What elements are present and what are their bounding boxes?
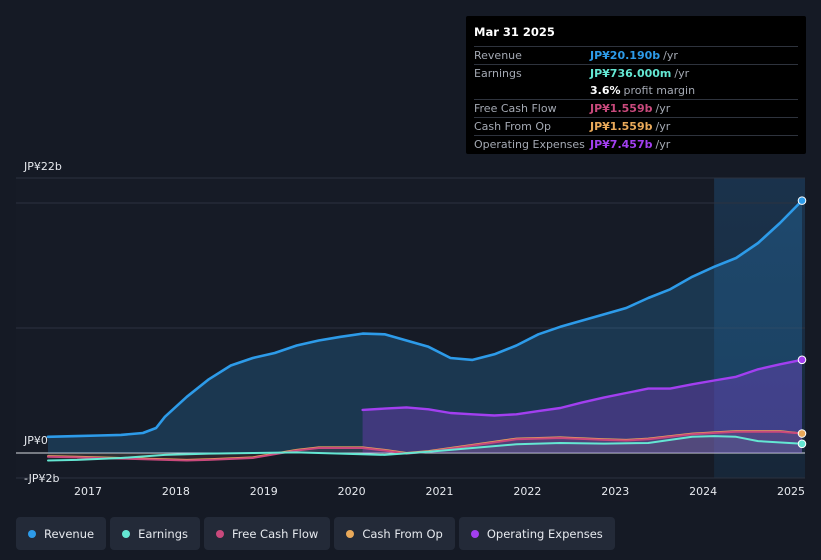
tooltip-label: Operating Expenses: [474, 138, 585, 151]
tooltip-value: JP¥1.559b: [590, 120, 653, 133]
y-axis-ticks: JP¥22b JP¥0 -JP¥2b: [23, 160, 62, 485]
tooltip-value: JP¥7.457b: [590, 138, 653, 151]
tooltip-row: Earnings JP¥736.000m/yr: [474, 64, 798, 82]
series-lines: [46, 199, 804, 462]
revenue-line: [46, 199, 804, 439]
earnings-line: [47, 435, 803, 462]
legend-label: Earnings: [138, 526, 188, 541]
x-tick-label: 2023: [601, 485, 629, 498]
x-tick-label: 2024: [689, 485, 717, 498]
x-tick-label: 2020: [338, 485, 366, 498]
legend-item-earnings[interactable]: Earnings: [110, 517, 200, 550]
tooltip-row: Operating Expenses JP¥7.457b/yr: [474, 135, 798, 153]
revenue-area: [48, 200, 802, 453]
operating-expenses-area: [362, 359, 802, 453]
chart-legend: Revenue Earnings Free Cash Flow Cash From O…: [16, 517, 615, 550]
financials-chart: JP¥22b JP¥0 -JP¥2b 2017 2018 2019 2020 2021 202…: [16, 160, 807, 498]
tooltip-label: Earnings: [474, 67, 522, 80]
legend-label: Revenue: [44, 526, 95, 541]
x-axis-ticks: 2017 2018 2019 2020 2021 2022 2023 2024 2025: [74, 485, 805, 498]
x-tick-label: 2019: [250, 485, 278, 498]
tooltip-unit: /yr: [674, 67, 690, 80]
tooltip-unit: /yr: [655, 120, 671, 133]
earnings-area: [48, 436, 802, 461]
legend-dot-icon: [346, 529, 355, 538]
legend-item-free-cash-flow[interactable]: Free Cash Flow: [204, 517, 331, 550]
legend-item-cash-from-op[interactable]: Cash From Op: [334, 517, 455, 550]
y-tick-label: JP¥22b: [23, 160, 62, 173]
tooltip-row: Free Cash Flow JP¥1.559b/yr: [474, 99, 798, 117]
tooltip-value: JP¥1.559b: [590, 102, 653, 115]
tooltip-unit: /yr: [655, 138, 671, 151]
legend-label: Free Cash Flow: [232, 526, 319, 541]
x-tick-label: 2021: [426, 485, 454, 498]
legend-dot-icon: [28, 529, 36, 538]
x-tick-label: 2025: [777, 485, 805, 498]
tooltip-row: 3.6% profit margin: [474, 82, 798, 99]
tooltip-row: Revenue JP¥20.190b/yr: [474, 46, 798, 64]
tooltip-rows: Revenue JP¥20.190b/yr Earnings JP¥736.000m /…: [474, 46, 798, 153]
tooltip-value: 3.6%: [590, 84, 621, 97]
earnings-end-marker: [797, 439, 807, 449]
revenue-end-marker: [797, 196, 807, 205]
free-cash-flow-line: [47, 430, 803, 462]
tooltip-row: Cash From Op JP¥1.559b/yr: [474, 117, 798, 135]
hover-tooltip: Mar 31 2025 Revenue JP¥20.190b/yr Earnings…: [466, 16, 806, 154]
tooltip-label: Revenue: [474, 49, 522, 62]
tooltip-unit: profit margin: [623, 84, 696, 97]
cash-from-op-end-marker: [797, 429, 807, 438]
tooltip-value: JP¥736.000m: [590, 67, 672, 80]
legend-item-operating-expenses[interactable]: Operating Expenses: [458, 517, 615, 550]
operating-expenses-end-marker: [797, 355, 807, 365]
legend-dot-icon: [470, 529, 479, 538]
series-end-markers: [797, 196, 807, 449]
tooltip-value: JP¥20.190b: [590, 49, 661, 62]
operating-expenses-line: [361, 358, 804, 417]
tooltip-date: Mar 31 2025: [474, 25, 555, 39]
x-tick-label: 2018: [162, 485, 190, 498]
tooltip-unit: /yr: [663, 49, 678, 62]
legend-dot-icon: [216, 529, 224, 538]
y-tick-label: -JP¥2b: [24, 472, 59, 485]
y-tick-label: JP¥0: [23, 434, 48, 447]
cash-from-op-area: [48, 431, 802, 460]
tooltip-label: Free Cash Flow: [474, 102, 557, 115]
legend-item-revenue[interactable]: Revenue: [16, 517, 107, 550]
tooltip-label: [474, 82, 590, 99]
legend-label: Operating Expenses: [486, 526, 603, 541]
tooltip-unit: /yr: [655, 102, 671, 115]
tooltip-label: Cash From Op: [474, 120, 552, 133]
x-tick-label: 2022: [513, 485, 541, 498]
x-tick-label: 2017: [74, 485, 102, 498]
legend-dot-icon: [122, 529, 131, 538]
gridlines: [16, 177, 805, 479]
legend-label: Cash From Op: [362, 526, 443, 541]
